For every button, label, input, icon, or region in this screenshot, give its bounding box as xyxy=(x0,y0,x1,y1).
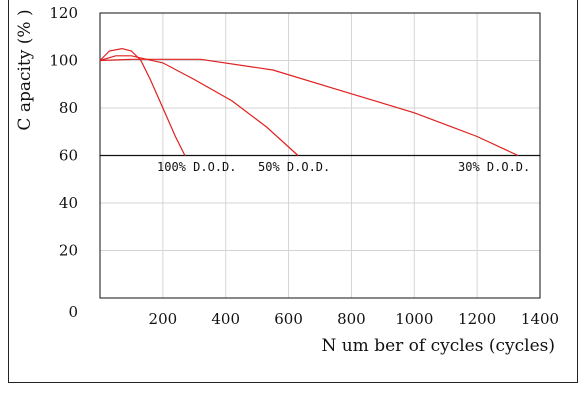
series-line-1 xyxy=(99,55,299,156)
series-lines xyxy=(99,47,519,157)
x-axis-label: N um ber of cycles (cycles) xyxy=(321,336,555,356)
x-tick-label: 1000 xyxy=(395,310,433,328)
y-tick-label: 40 xyxy=(59,194,78,212)
x-tick-label: 1200 xyxy=(458,310,496,328)
y-tick-label: 100 xyxy=(49,52,78,70)
x-tick-label: 600 xyxy=(274,310,303,328)
series-label-2: 30% D.O.D. xyxy=(458,160,530,174)
x-tick-label: 800 xyxy=(337,310,366,328)
x-tick-label: 400 xyxy=(211,310,240,328)
series-label-1: 50% D.O.D. xyxy=(258,160,330,174)
x-tick-label: 1400 xyxy=(521,310,559,328)
series-label-0: 100% D.O.D. xyxy=(157,160,236,174)
chart-frame xyxy=(8,0,578,383)
x-tick-label: 200 xyxy=(149,310,178,328)
y-tick-label: 80 xyxy=(59,99,78,117)
series-line-0 xyxy=(99,47,186,156)
y-tick-label: 0 xyxy=(68,303,78,321)
y-tick-label: 120 xyxy=(49,4,78,22)
axes: 200 400 600 800 1000 1200 1400 0 20 40 60 80 100 120 xyxy=(49,4,559,328)
y-tick-label: 20 xyxy=(59,242,78,260)
y-tick-label: 60 xyxy=(59,147,78,165)
y-axis-label: C apacity (% ) xyxy=(15,9,35,130)
series-line-2 xyxy=(99,58,519,157)
labels: 100% D.O.D. 50% D.O.D. 30% D.O.D. xyxy=(157,160,530,174)
